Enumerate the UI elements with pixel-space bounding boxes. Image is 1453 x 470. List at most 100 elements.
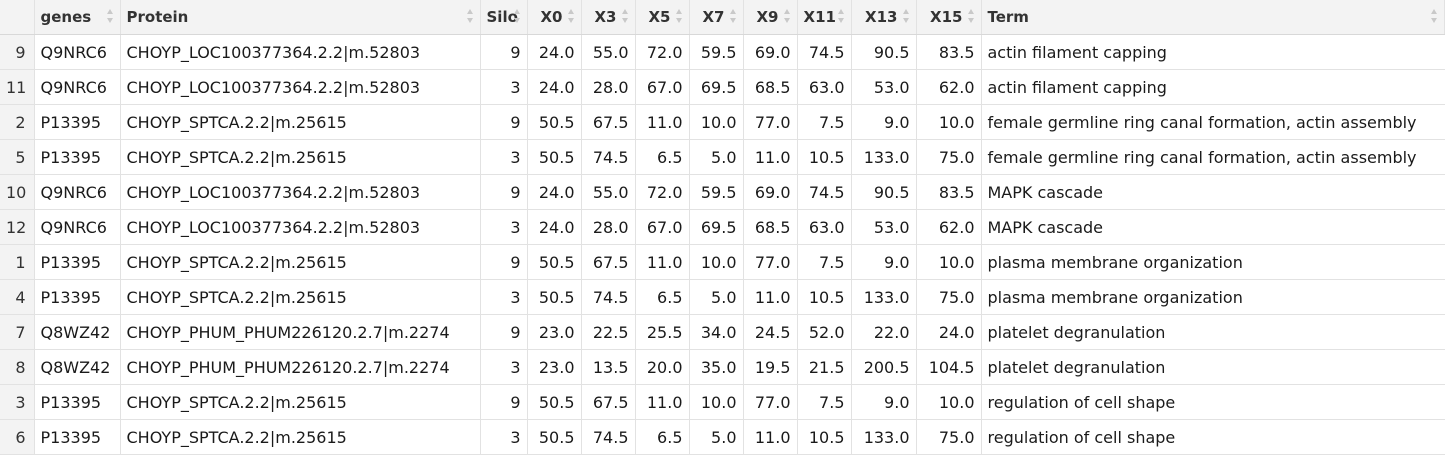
sort-arrows-icon[interactable] xyxy=(967,9,975,23)
sort-arrows-icon[interactable] xyxy=(513,9,521,23)
x3-cell: 74.5 xyxy=(581,419,636,455)
table-row: 10 Q9NRC6 CHOYP_LOC100377364.2.2|m.52803 9 2… xyxy=(0,174,1445,210)
x0-cell: 50.5 xyxy=(527,279,582,315)
column-header-genes[interactable]: genes xyxy=(34,0,121,35)
table-row: 3 P13395 CHOYP_SPTCA.2.2|m.25615 9 50.5 67.5 1… xyxy=(0,384,1445,420)
x7-cell: 59.5 xyxy=(689,34,744,70)
column-header-protein[interactable]: Protein xyxy=(120,0,481,35)
silo-cell: 9 xyxy=(480,384,528,420)
column-header-label: X7 xyxy=(702,8,725,26)
column-header-x15[interactable]: X15 xyxy=(916,0,982,35)
genes-cell: P13395 xyxy=(34,419,121,455)
table-row: 5 P13395 CHOYP_SPTCA.2.2|m.25615 3 50.5 74.5 6… xyxy=(0,139,1445,175)
x9-cell: 11.0 xyxy=(743,419,798,455)
x11-cell: 63.0 xyxy=(797,209,852,245)
term-cell: actin filament capping xyxy=(981,69,1445,105)
protein-cell: CHOYP_SPTCA.2.2|m.25615 xyxy=(120,104,481,140)
x5-cell: 67.0 xyxy=(635,69,690,105)
silo-cell: 9 xyxy=(480,314,528,350)
row-index-cell: 10 xyxy=(0,174,35,210)
genes-cell: Q9NRC6 xyxy=(34,34,121,70)
x7-cell: 10.0 xyxy=(689,244,744,280)
row-index-cell: 7 xyxy=(0,314,35,350)
column-header-x3[interactable]: X3 xyxy=(581,0,636,35)
term-cell: MAPK cascade xyxy=(981,174,1445,210)
x15-cell: 83.5 xyxy=(916,34,982,70)
term-cell: actin filament capping xyxy=(981,34,1445,70)
x11-cell: 52.0 xyxy=(797,314,852,350)
protein-cell: CHOYP_LOC100377364.2.2|m.52803 xyxy=(120,69,481,105)
column-header-x13[interactable]: X13 xyxy=(851,0,917,35)
x3-cell: 28.0 xyxy=(581,69,636,105)
x9-cell: 68.5 xyxy=(743,209,798,245)
x7-cell: 59.5 xyxy=(689,174,744,210)
sort-arrows-icon[interactable] xyxy=(466,9,474,23)
x7-cell: 34.0 xyxy=(689,314,744,350)
x9-cell: 69.0 xyxy=(743,174,798,210)
x13-cell: 90.5 xyxy=(851,34,917,70)
column-header-label: X0 xyxy=(540,8,563,26)
x5-cell: 11.0 xyxy=(635,244,690,280)
data-table: genes Protein Silo X0 X3 X5 X7 X9 X11 X1… xyxy=(0,0,1445,455)
x0-cell: 50.5 xyxy=(527,244,582,280)
sort-arrows-icon[interactable] xyxy=(902,9,910,23)
sort-arrows-icon[interactable] xyxy=(729,9,737,23)
column-header-label: Term xyxy=(987,8,1029,26)
protein-cell: CHOYP_LOC100377364.2.2|m.52803 xyxy=(120,209,481,245)
x0-cell: 50.5 xyxy=(527,419,582,455)
silo-cell: 3 xyxy=(480,139,528,175)
column-header-x9[interactable]: X9 xyxy=(743,0,798,35)
x7-cell: 69.5 xyxy=(689,69,744,105)
table-row: 4 P13395 CHOYP_SPTCA.2.2|m.25615 3 50.5 74.5 6… xyxy=(0,279,1445,315)
sort-arrows-icon[interactable] xyxy=(106,9,114,23)
x3-cell: 67.5 xyxy=(581,104,636,140)
x0-cell: 50.5 xyxy=(527,104,582,140)
x11-cell: 7.5 xyxy=(797,384,852,420)
protein-cell: CHOYP_LOC100377364.2.2|m.52803 xyxy=(120,34,481,70)
silo-cell: 9 xyxy=(480,34,528,70)
x0-cell: 50.5 xyxy=(527,384,582,420)
column-header-term[interactable]: Term xyxy=(981,0,1445,35)
x0-cell: 24.0 xyxy=(527,69,582,105)
x13-cell: 200.5 xyxy=(851,349,917,385)
x3-cell: 55.0 xyxy=(581,174,636,210)
x0-cell: 24.0 xyxy=(527,174,582,210)
genes-cell: P13395 xyxy=(34,279,121,315)
sort-arrows-icon[interactable] xyxy=(675,9,683,23)
genes-cell: P13395 xyxy=(34,104,121,140)
sort-arrows-icon[interactable] xyxy=(1431,9,1438,23)
table-row: 2 P13395 CHOYP_SPTCA.2.2|m.25615 9 50.5 67.5 1… xyxy=(0,104,1445,140)
sort-arrows-icon[interactable] xyxy=(567,9,575,23)
x13-cell: 9.0 xyxy=(851,104,917,140)
x7-cell: 5.0 xyxy=(689,139,744,175)
row-index-cell: 8 xyxy=(0,349,35,385)
column-header-label: X11 xyxy=(803,8,836,26)
column-header-x11[interactable]: X11 xyxy=(797,0,852,35)
x15-cell: 10.0 xyxy=(916,244,982,280)
x11-cell: 21.5 xyxy=(797,349,852,385)
genes-cell: Q9NRC6 xyxy=(34,174,121,210)
genes-cell: Q8WZ42 xyxy=(34,349,121,385)
table-row: 12 Q9NRC6 CHOYP_LOC100377364.2.2|m.52803 3 2… xyxy=(0,209,1445,245)
row-index-cell: 2 xyxy=(0,104,35,140)
term-cell: regulation of cell shape xyxy=(981,384,1445,420)
column-header-label: X15 xyxy=(930,8,963,26)
column-header-silo[interactable]: Silo xyxy=(480,0,528,35)
column-header-x5[interactable]: X5 xyxy=(635,0,690,35)
sort-arrows-icon[interactable] xyxy=(783,9,791,23)
row-index-cell: 9 xyxy=(0,34,35,70)
x0-cell: 24.0 xyxy=(527,209,582,245)
sort-arrows-icon[interactable] xyxy=(837,9,845,23)
x7-cell: 5.0 xyxy=(689,419,744,455)
column-header-x7[interactable]: X7 xyxy=(689,0,744,35)
x13-cell: 9.0 xyxy=(851,244,917,280)
column-header-x0[interactable]: X0 xyxy=(527,0,582,35)
column-header-label: X3 xyxy=(594,8,617,26)
sort-arrows-icon[interactable] xyxy=(621,9,629,23)
x9-cell: 69.0 xyxy=(743,34,798,70)
table-row: 7 Q8WZ42 CHOYP_PHUM_PHUM226120.2.7|m.2274 9… xyxy=(0,314,1445,350)
column-header-label: X9 xyxy=(756,8,779,26)
column-header-label: Silo xyxy=(486,8,518,26)
x0-cell: 50.5 xyxy=(527,139,582,175)
row-index-cell: 12 xyxy=(0,209,35,245)
